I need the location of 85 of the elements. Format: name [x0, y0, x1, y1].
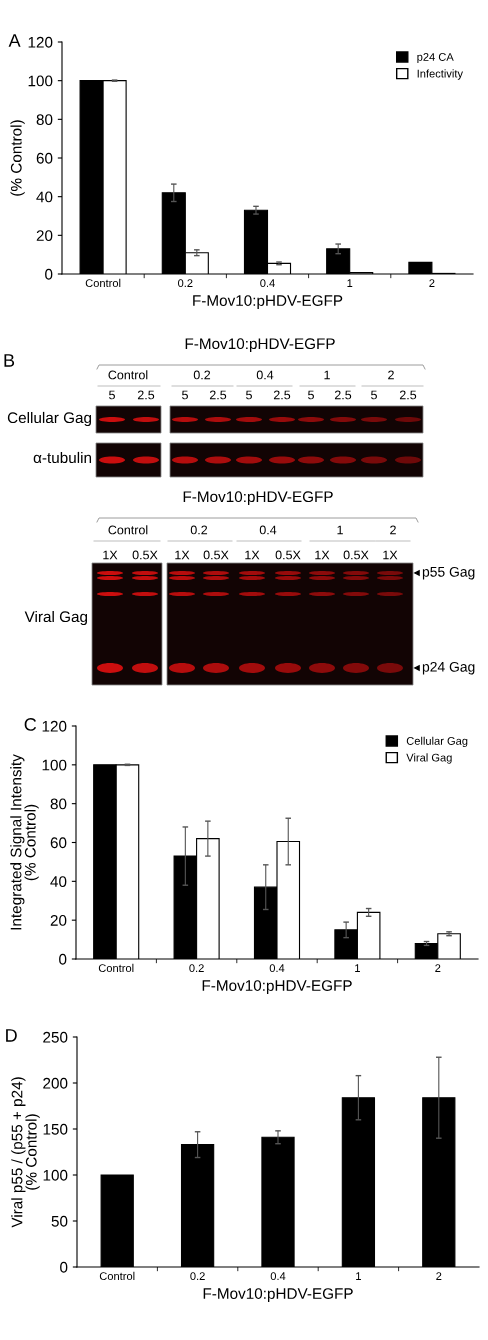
chart-title: C: [24, 718, 37, 731]
text: 2.5: [334, 390, 352, 400]
y-tick-label: 80: [36, 114, 53, 126]
x-tick-label: 2: [435, 964, 441, 972]
y-axis-title: (% Control): [10, 120, 25, 196]
text: 5: [182, 390, 188, 400]
text: 1X: [383, 550, 398, 560]
text: 0.5X: [343, 550, 369, 560]
text: 0.5X: [132, 550, 158, 560]
text: 1: [324, 370, 330, 380]
text: 0.4: [259, 525, 277, 535]
text: 1X: [245, 550, 260, 560]
y-tick-label: 80: [50, 798, 67, 810]
x-tick-label: 0.4: [270, 1272, 286, 1281]
x-tick-label: 0.2: [178, 279, 193, 288]
y-tick-label: 40: [36, 191, 53, 203]
y-tick-label: 20: [36, 230, 53, 242]
y-tick-label: 150: [43, 1123, 68, 1135]
y-tick-label: 100: [43, 1169, 68, 1181]
text: 0.5X: [203, 550, 229, 560]
x-tick-label: 1: [355, 964, 360, 972]
x-tick-label: 0.2: [190, 1272, 205, 1281]
text: 5: [308, 390, 314, 400]
y-tick-label: 60: [50, 837, 67, 849]
x-tick-label: 2: [429, 279, 435, 287]
x-axis-title: F-Mov10:pHDV-EGFP: [193, 295, 343, 310]
text: 0.2: [190, 525, 208, 535]
x-axis-title: F-Mov10:pHDV-EGFP: [202, 980, 352, 995]
text: 1X: [103, 550, 118, 560]
text: p24 Gag: [422, 661, 475, 675]
text: 5: [246, 390, 252, 400]
text: p55 Gag: [422, 566, 475, 580]
y-tick-label: 120: [28, 36, 53, 48]
x-tick-label: 1: [347, 279, 353, 287]
text: 2.5: [137, 390, 155, 400]
text: 1X: [315, 550, 330, 560]
text: F-Mov10:pHDV-EGFP: [183, 491, 333, 506]
y-tick-label: 0: [60, 1261, 68, 1273]
text: 5: [371, 390, 377, 400]
y-tick-label: 50: [51, 1215, 68, 1227]
text: 0.4: [256, 370, 274, 380]
text: Control: [108, 525, 148, 535]
y-tick-label: 100: [42, 759, 67, 771]
text: 0.2: [193, 370, 211, 380]
text: 1X: [175, 550, 190, 560]
text: B: [4, 354, 15, 367]
legend-label: Cellular Gag: [406, 736, 468, 748]
text: F-Mov10:pHDV-EGFP: [185, 338, 335, 353]
text: 2.5: [273, 390, 291, 400]
text: 2: [388, 370, 394, 380]
legend-label: p24 CA: [417, 53, 454, 64]
y-tick-label: 0: [59, 953, 67, 965]
y-tick-label: 120: [42, 720, 67, 732]
x-tick-label: Control: [99, 1271, 135, 1281]
x-tick-label: 0.2: [189, 964, 204, 973]
chart-title: D: [6, 1029, 17, 1042]
text: 2: [390, 525, 396, 535]
x-tick-label: 1: [356, 1272, 361, 1280]
y-tick-label: 0: [45, 268, 53, 280]
x-tick-label: 2: [436, 1272, 442, 1280]
y-tick-label: 250: [43, 1031, 68, 1043]
chart-title: A: [8, 34, 21, 47]
y-tick-label: 200: [43, 1077, 68, 1089]
legend-label: Viral Gag: [406, 753, 452, 764]
text: 0.5X: [275, 550, 301, 560]
x-tick-label: Control: [98, 963, 134, 973]
text: Cellular Gag: [7, 411, 92, 427]
y-tick-label: 40: [50, 876, 67, 888]
x-tick-label: Control: [85, 278, 121, 288]
x-tick-label: 0.4: [269, 964, 285, 973]
text: α-tubulin: [33, 451, 92, 464]
y-tick-label: 20: [50, 915, 67, 926]
text: Viral Gag: [24, 610, 88, 626]
y-axis-title: Integrated Signal Intensity (% Control): [10, 754, 39, 930]
y-tick-label: 60: [36, 152, 53, 164]
text: 2.5: [209, 390, 227, 400]
legend-label: Infectivity: [417, 69, 463, 80]
x-axis-title: F-Mov10:pHDV-EGFP: [203, 1288, 353, 1303]
text: 1: [337, 525, 343, 535]
y-tick-label: 100: [28, 75, 53, 87]
text: 5: [109, 390, 115, 400]
y-axis-title: Viral p55 / (p55 + p24) (% Control): [11, 1077, 40, 1228]
x-tick-label: 0.4: [260, 279, 275, 288]
text: Control: [108, 370, 148, 380]
text: 2.5: [399, 390, 417, 400]
